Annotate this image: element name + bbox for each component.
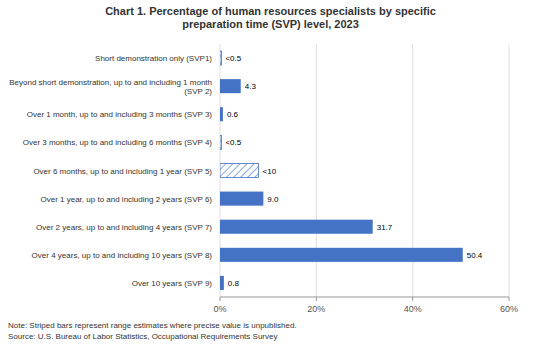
data-label: 0.6 — [227, 110, 239, 119]
data-label: 4.3 — [245, 82, 257, 91]
x-tick — [220, 297, 221, 301]
title: Chart 1. Percentage of human resources s… — [105, 5, 436, 30]
bars — [220, 51, 463, 290]
chart: Chart 1. Percentage of human resources s… — [0, 0, 541, 345]
category-label: Beyond short demonstration, up to and in… — [9, 78, 212, 96]
x-tick — [509, 297, 510, 301]
data-label: <0.5 — [225, 138, 241, 147]
data-label: <10 — [263, 167, 277, 176]
category-label: Over 1 year, up to and including 2 years… — [40, 195, 212, 204]
background — [0, 0, 541, 345]
x-tick-label: 0% — [213, 304, 226, 314]
x-tick-label: 20% — [307, 304, 325, 314]
note: Note: Striped bars represent range estim… — [8, 321, 297, 330]
grid-line — [509, 44, 510, 297]
x-tick — [316, 297, 317, 301]
bar — [220, 220, 373, 234]
x-axis: 0% 20% 40% 60% — [213, 297, 518, 314]
bar-striped — [220, 51, 221, 65]
x-tick-label: 60% — [500, 304, 518, 314]
bar — [220, 79, 241, 93]
category-label: Over 10 years (SVP 9) — [132, 279, 213, 288]
category-label: Over 3 months, up to and including 6 mon… — [23, 138, 213, 147]
x-grid — [220, 44, 509, 297]
data-label: <0.5 — [225, 54, 241, 63]
y-axis: Short demonstration only (SVP1) Beyond sh… — [9, 54, 212, 288]
data-label: 0.8 — [228, 279, 240, 288]
category-label: Over 4 years, up to and including 10 yea… — [32, 251, 213, 260]
x-tick — [412, 297, 413, 301]
bar — [220, 276, 224, 290]
note: Source: U.S. Bureau of Labor Statistics,… — [8, 332, 277, 341]
category-label: Over 1 month, up to and including 3 mont… — [27, 110, 213, 119]
x-tick-label: 40% — [404, 304, 422, 314]
x-axis-line — [220, 297, 509, 298]
data-label: 50.4 — [467, 251, 483, 260]
data-labels: <0.5 4.3 0.6 <0.5 <10 9.0 31.7 50.4 0.8 — [225, 54, 482, 288]
bar — [220, 107, 223, 121]
category-label: Short demonstration only (SVP1) — [95, 54, 212, 63]
data-label: 31.7 — [377, 223, 393, 232]
category-label: Over 2 years, up to and including 4 year… — [36, 223, 212, 232]
bar-striped — [220, 135, 221, 149]
data-label: 9.0 — [267, 195, 279, 204]
category-label: Over 6 months, up to and including 1 yea… — [33, 167, 212, 176]
bar-striped — [220, 163, 259, 177]
bar — [220, 192, 263, 206]
bar — [220, 248, 463, 262]
